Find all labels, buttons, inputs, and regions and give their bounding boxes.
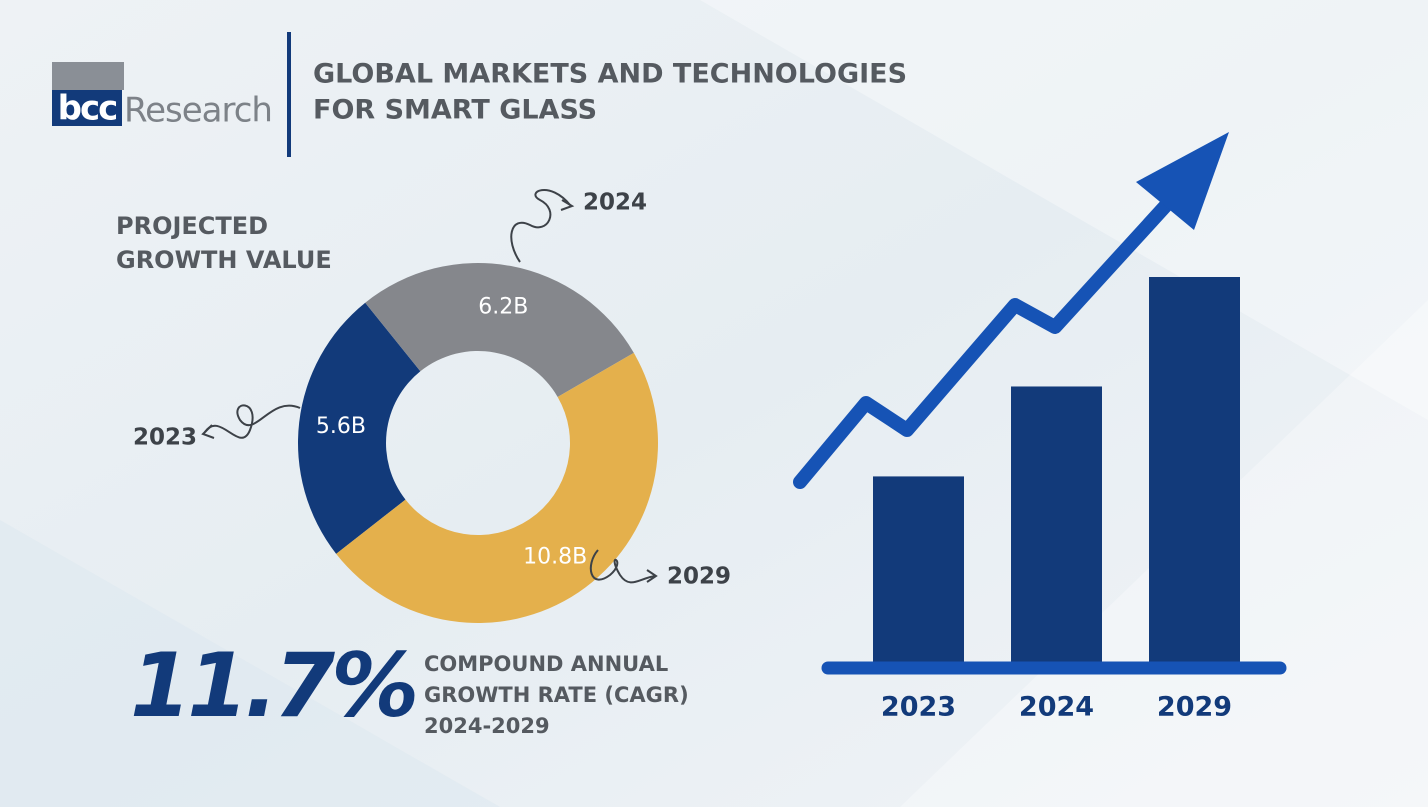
logo-text: Research [124, 91, 272, 131]
curly-arrow [589, 549, 656, 584]
donut-chart: 5.6B 2023 6.2B 2024 10.8B 2029 [133, 189, 731, 624]
bar [1149, 277, 1240, 668]
arrow-head [201, 424, 215, 439]
value-label: 5.6B [316, 414, 366, 439]
donut-segment [336, 352, 658, 624]
arrow-head [560, 199, 575, 211]
chart-title: PROJECTED [116, 212, 268, 240]
trend-arrow-head [1136, 132, 1229, 230]
curly-arrow [510, 189, 571, 263]
curly-arrow [204, 404, 301, 439]
donut-segment [365, 263, 634, 397]
bg-facet [0, 520, 500, 807]
logo-mark: bcc [58, 89, 117, 129]
x-tick-label: 2023 [881, 692, 956, 723]
title: GLOBAL MARKETS AND TECHNOLOGIES [313, 59, 907, 90]
value-label: 10.8B [523, 544, 587, 569]
arrow-head [646, 569, 658, 583]
divider [287, 32, 291, 157]
category-label: 2029 [667, 564, 731, 590]
x-tick-label: 2024 [1019, 692, 1094, 723]
bar [873, 476, 964, 668]
bar [1011, 386, 1102, 668]
x-tick-label: 2029 [1157, 692, 1232, 723]
title: FOR SMART GLASS [313, 95, 597, 126]
chart-title: GROWTH VALUE [116, 246, 332, 274]
logo-block [52, 90, 122, 126]
trend-arrow [793, 183, 1187, 489]
logo-block [52, 62, 124, 90]
donut-segment [298, 302, 421, 554]
category-label: 2024 [583, 190, 647, 216]
value-label: 6.2B [478, 294, 528, 319]
cagr-label: GROWTH RATE (CAGR) [424, 683, 689, 707]
bar-chart: 2023 2024 2029 [793, 132, 1287, 723]
cagr-value: 11.7% [130, 634, 415, 737]
cagr-label: COMPOUND ANNUAL [424, 652, 668, 676]
cagr-period: 2024-2029 [424, 714, 550, 738]
category-label: 2023 [133, 425, 197, 451]
bg-facet [700, 0, 1428, 420]
